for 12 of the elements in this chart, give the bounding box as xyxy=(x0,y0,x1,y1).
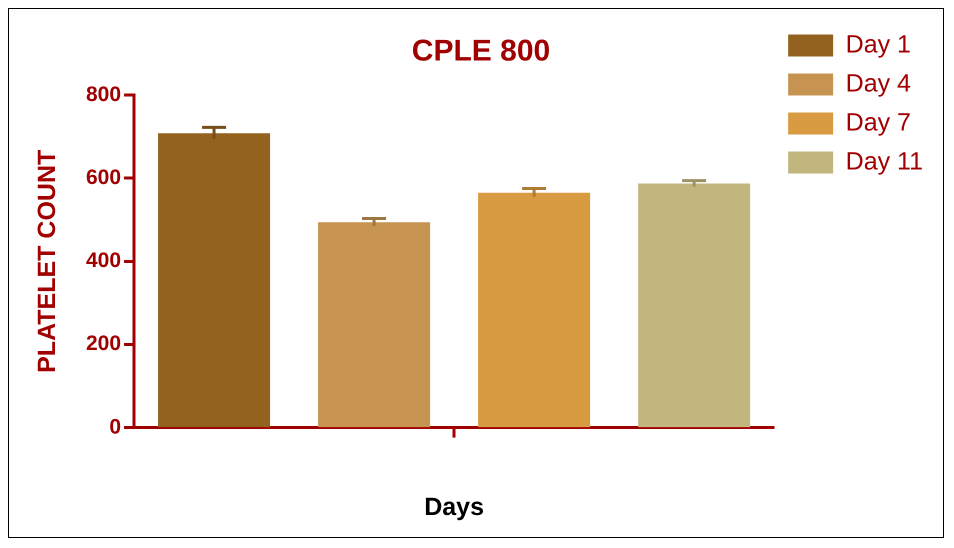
y-tick-label: 400 xyxy=(86,249,122,272)
chart-title: CPLE 800 xyxy=(412,34,550,68)
legend-label: Day 4 xyxy=(846,69,912,98)
y-tick-label: 600 xyxy=(86,166,122,189)
y-tick-label: 0 xyxy=(109,415,122,438)
legend-label: Day 7 xyxy=(846,108,911,136)
y-tick-label: 200 xyxy=(86,332,122,356)
y-tick-label: 800 xyxy=(86,82,122,106)
legend-label: Day 11 xyxy=(846,147,924,176)
x-axis-title: Days xyxy=(424,492,484,521)
legend-label: Day 1 xyxy=(846,30,911,58)
y-axis-title: PLATELET COUNT xyxy=(32,150,61,373)
